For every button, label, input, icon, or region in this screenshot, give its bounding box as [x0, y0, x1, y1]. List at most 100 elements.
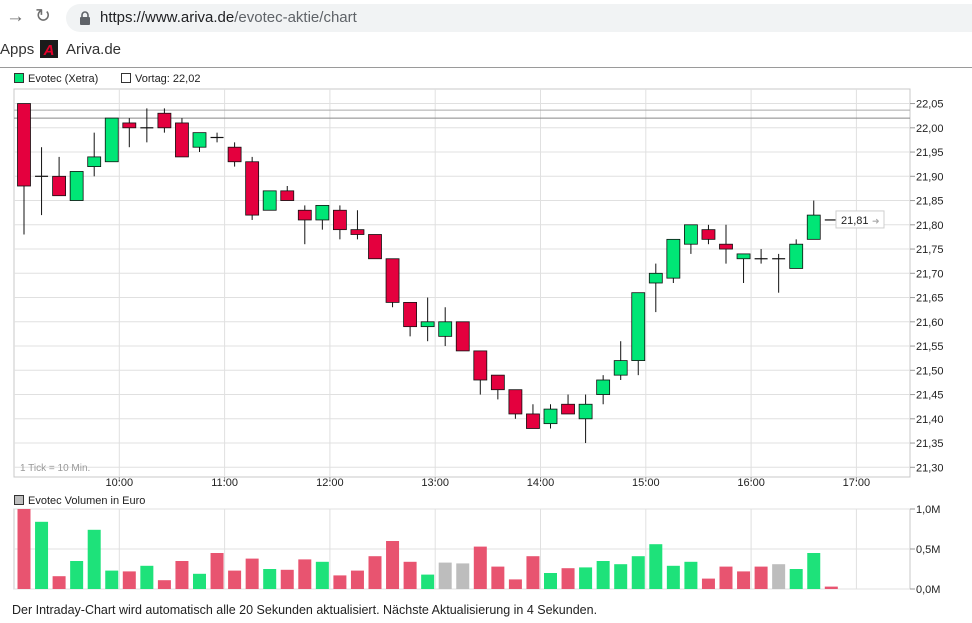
refresh-notice: Der Intraday-Chart wird automatisch alle…	[12, 603, 598, 617]
candle-up	[315, 204, 330, 221]
last-price-box	[835, 210, 885, 229]
candle-up	[543, 408, 558, 425]
volume-bar	[245, 558, 259, 589]
volume-bar	[526, 556, 540, 589]
address-bar[interactable]: https://www.ariva.de/evotec-aktie/chart	[66, 4, 972, 32]
volume-bar	[421, 574, 435, 589]
back-arrow-icon[interactable]: →	[6, 6, 25, 27]
volume-bar	[508, 579, 522, 589]
tick-interval-note: 1 Tick = 10 Min.	[20, 463, 90, 474]
volume-bar	[157, 580, 171, 589]
volume-bar	[193, 573, 206, 589]
address-url[interactable]: https://www.ariva.de/evotec-aktie/chart	[100, 9, 357, 27]
volume-bar	[122, 571, 136, 589]
volume-bar	[701, 578, 715, 589]
intraday-chart[interactable]: 22,05 22,00 21,95 21,90 21,85 21,80 21,75 21,70…	[0, 0, 972, 600]
volume-bar	[491, 566, 505, 589]
candle-up	[192, 132, 207, 148]
volume-bar	[473, 546, 487, 589]
volume-bar	[754, 566, 768, 589]
candle-up	[613, 360, 628, 376]
ariva-logo-icon: A	[40, 40, 58, 58]
candle-down	[526, 413, 540, 429]
bookmark-apps[interactable]: Apps	[0, 41, 35, 58]
price-tick-label: 21,30	[916, 462, 944, 474]
volume-bar	[579, 567, 593, 589]
volume-bar	[807, 553, 821, 589]
toolbar-divider	[0, 67, 972, 68]
volume-bar	[70, 561, 84, 589]
volume-bar	[175, 561, 189, 589]
candle-down	[122, 122, 137, 129]
volume-bar	[263, 569, 277, 589]
volume-bar	[403, 561, 417, 589]
x-tick-label: 17:00	[843, 477, 871, 489]
volume-bar	[438, 562, 452, 589]
candle-down	[368, 234, 382, 260]
candle-up	[631, 292, 646, 362]
candle-down	[455, 321, 470, 352]
legend-swatch-green	[14, 73, 24, 83]
candle-down	[719, 243, 733, 250]
price-tick-label: 21,50	[916, 365, 944, 377]
legend-evotec-label: Evotec (Xetra)	[28, 73, 99, 85]
volume-bar	[544, 573, 557, 589]
bookmark-ariva[interactable]: Ariva.de	[66, 41, 122, 58]
x-tick-label: 10:00	[106, 477, 134, 489]
volume-bar	[333, 575, 347, 589]
volume-bar	[561, 568, 575, 589]
price-tick-label: 21,60	[916, 317, 944, 329]
volume-bar	[719, 566, 733, 589]
candle-down	[297, 209, 312, 221]
candle-up	[684, 224, 698, 245]
volume-tick-label: 1,0M	[916, 504, 940, 516]
candle-down	[227, 146, 242, 163]
price-plot-frame	[13, 88, 911, 478]
price-tick-label: 21,95	[916, 147, 944, 159]
legend-swatch-grey	[14, 495, 24, 505]
candle-down	[280, 190, 295, 201]
bookmarks-bar: Apps A Ariva.de	[0, 36, 972, 66]
volume-bar	[210, 553, 224, 589]
x-tick-label: 11:00	[211, 477, 238, 489]
url-host: https://www.ariva.de	[100, 9, 235, 26]
volume-bar	[614, 564, 628, 589]
volume-bar	[368, 556, 382, 589]
reload-icon[interactable]: ↻	[35, 6, 51, 27]
volume-bar	[52, 576, 66, 589]
volume-bar	[140, 565, 154, 589]
x-tick-label: 16:00	[737, 477, 765, 489]
volume-bar	[789, 569, 803, 589]
volume-bar	[666, 565, 680, 589]
x-tick-label: 13:00	[421, 477, 449, 489]
volume-bar	[737, 571, 751, 589]
candle-up	[789, 243, 804, 269]
candle-up	[420, 321, 435, 328]
candle-up	[736, 253, 751, 260]
x-tick-label: 15:00	[632, 477, 660, 489]
volume-tick-label: 0,0M	[916, 584, 940, 596]
candle-down	[157, 112, 172, 129]
browser-toolbar: → ↻ https://www.ariva.de/evotec-aktie/ch…	[0, 0, 972, 34]
volume-bar	[315, 561, 329, 589]
price-tick-label: 21,85	[916, 196, 944, 208]
ariva-logo-letter: A	[43, 42, 55, 58]
legend-volume-label: Evotec Volumen in Euro	[28, 495, 146, 507]
candle-down	[52, 175, 66, 197]
price-tick-label: 21,40	[916, 414, 944, 426]
volume-bar	[456, 563, 470, 589]
price-tick-label: 21,35	[916, 438, 944, 450]
volume-bar	[596, 561, 610, 589]
last-price-label: 21,81	[841, 215, 869, 227]
price-tick-label: 21,65	[916, 293, 944, 305]
candle-down	[245, 161, 260, 216]
price-tick-label: 21,75	[916, 244, 944, 256]
legend-evotec: Evotec (Xetra)	[14, 73, 98, 85]
legend-vortag-label: Vortag: 22,02	[135, 73, 201, 85]
candle-down	[332, 209, 347, 231]
price-tick-label: 21,80	[916, 220, 944, 232]
volume-bar	[35, 521, 49, 589]
candle-up	[806, 214, 821, 240]
candle-down	[403, 301, 418, 328]
last-price-arrow-icon: ➜	[872, 216, 880, 226]
